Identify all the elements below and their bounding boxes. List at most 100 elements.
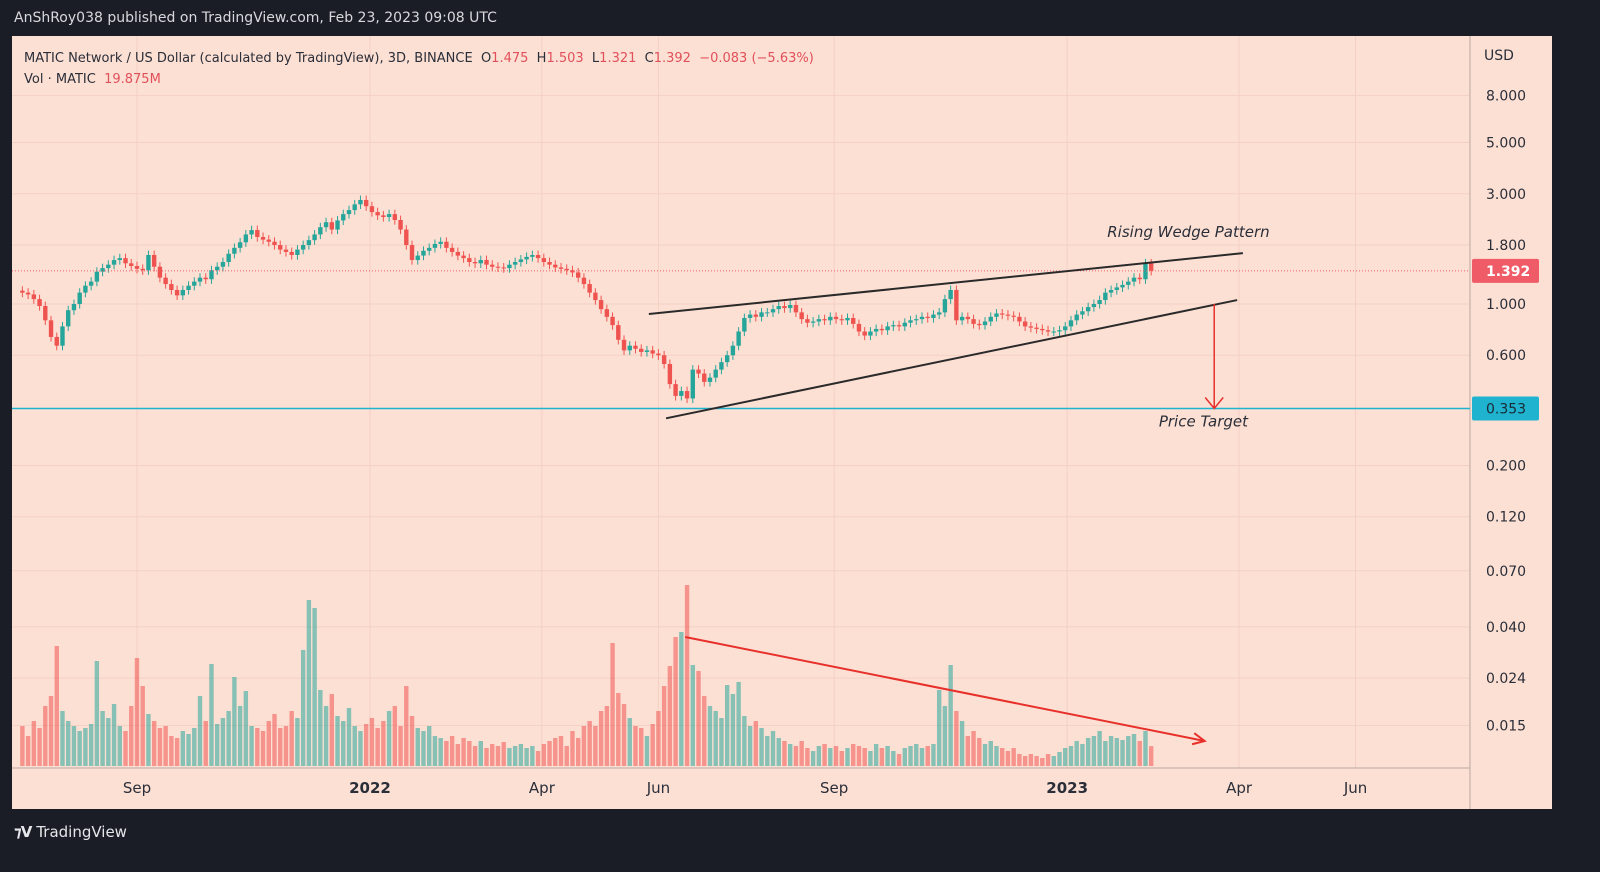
candle-body <box>260 237 266 240</box>
volume-bar <box>512 746 518 766</box>
candle-body <box>88 281 94 286</box>
candle-body <box>690 369 695 399</box>
volume-bar <box>43 706 48 766</box>
candle-body <box>1057 330 1062 332</box>
candle-body <box>971 319 976 324</box>
volume-bar <box>633 726 638 766</box>
tradingview-logo[interactable]: ⁊V TradingView <box>14 823 127 841</box>
close-value: 1.392 <box>653 51 691 66</box>
volume-bar <box>300 650 306 766</box>
volume-bar <box>455 744 461 766</box>
candle-body <box>318 227 323 235</box>
volume-bar <box>1085 738 1091 766</box>
volume-bar <box>501 742 506 766</box>
volume-bar <box>988 741 993 766</box>
volume-bar <box>1091 736 1097 766</box>
volume-bar <box>1074 741 1079 766</box>
volume-bar <box>1126 736 1131 766</box>
last-price-badge <box>1472 258 1539 283</box>
volume-bar <box>971 731 976 766</box>
candle-body <box>111 260 117 265</box>
volume-bar <box>478 741 483 766</box>
candle-body <box>117 258 122 261</box>
candle-body <box>369 206 375 213</box>
publish-bar: AnShRoy038 published on TradingView.com,… <box>0 0 1600 36</box>
open-label: O <box>480 51 492 66</box>
candle-body <box>71 304 77 311</box>
volume-bar <box>799 741 804 766</box>
candle-body <box>278 245 283 250</box>
candle-body <box>799 312 804 320</box>
candle-body <box>329 222 334 230</box>
volume-bar <box>765 736 770 766</box>
y-tick-label: 0.024 <box>1486 671 1526 687</box>
candle-body <box>587 284 592 293</box>
x-tick-label: Apr <box>529 779 556 797</box>
volume-bar <box>341 721 346 766</box>
candle-body <box>272 241 277 246</box>
volume-bar <box>220 718 226 766</box>
candle-body <box>1120 284 1125 288</box>
candle-body <box>415 255 420 261</box>
candle-body <box>948 289 953 300</box>
candle-body <box>1108 289 1114 293</box>
candle-body <box>94 271 100 282</box>
volume-bar <box>650 724 655 766</box>
volume-bar <box>507 748 512 766</box>
candle-body <box>215 266 220 271</box>
volume-bar <box>1068 746 1074 766</box>
volume-bar <box>782 741 787 766</box>
candle-body <box>1005 314 1011 316</box>
candle-body <box>828 316 833 321</box>
candle-body <box>1051 331 1056 333</box>
volume-bar <box>1040 758 1045 766</box>
volume-bar <box>593 726 598 766</box>
volume-bar <box>260 731 266 766</box>
candle-body <box>747 314 753 318</box>
volume-bar <box>398 726 403 766</box>
volume-bar <box>117 726 122 766</box>
volume-bar <box>318 690 323 766</box>
footer-bar <box>0 810 1600 872</box>
candle-body <box>507 264 512 269</box>
candle-body <box>300 245 306 250</box>
volume-bar <box>369 718 375 766</box>
candle-body <box>782 306 787 309</box>
candle-body <box>759 312 764 317</box>
volume-bar <box>329 694 334 766</box>
volume-bar <box>495 746 501 766</box>
candle-body <box>684 391 690 399</box>
volume-bar <box>1063 748 1068 766</box>
volume-bar <box>467 741 472 766</box>
chart-pane[interactable] <box>12 36 1552 809</box>
volume-bar <box>215 724 220 766</box>
volume-bar <box>66 721 71 766</box>
candle-body <box>1017 316 1022 322</box>
volume-bar <box>163 726 168 766</box>
volume-bar <box>730 694 736 766</box>
volume-bar <box>919 748 925 766</box>
volume-bar <box>788 744 793 766</box>
volume-bar <box>742 716 747 766</box>
volume-bar <box>335 716 340 766</box>
candle-body <box>266 239 271 242</box>
candle-body <box>495 266 501 268</box>
candle-body <box>908 320 913 323</box>
candle-body <box>851 317 856 324</box>
target-arrowhead-icon <box>1204 396 1224 410</box>
volume-bar <box>776 738 781 766</box>
volume-bar <box>20 726 25 766</box>
candle-body <box>936 312 942 315</box>
volume-bar <box>232 677 237 766</box>
candle-body <box>667 363 673 385</box>
volume-bar <box>959 721 965 766</box>
candle-body <box>1045 330 1051 332</box>
volume-bar <box>1148 746 1154 766</box>
candle-body <box>358 199 363 205</box>
volume-bar <box>564 746 569 766</box>
volume-bar <box>289 711 294 766</box>
candle-body <box>455 251 461 256</box>
y-tick-label: 0.600 <box>1486 348 1526 364</box>
candle-body <box>1137 277 1142 280</box>
